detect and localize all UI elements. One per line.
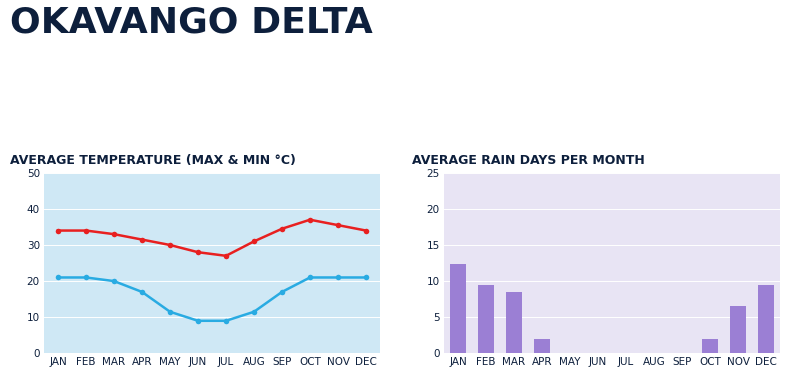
Text: AVERAGE TEMPERATURE (MAX & MIN °C): AVERAGE TEMPERATURE (MAX & MIN °C) bbox=[10, 154, 296, 167]
Bar bbox=[730, 306, 746, 353]
Bar bbox=[506, 292, 522, 353]
Text: OKAVANGO DELTA: OKAVANGO DELTA bbox=[10, 6, 373, 40]
Bar bbox=[534, 339, 550, 353]
Bar bbox=[478, 285, 494, 353]
Text: AVERAGE RAIN DAYS PER MONTH: AVERAGE RAIN DAYS PER MONTH bbox=[412, 154, 645, 167]
Bar bbox=[758, 285, 774, 353]
Bar bbox=[450, 265, 466, 353]
Bar bbox=[702, 339, 718, 353]
